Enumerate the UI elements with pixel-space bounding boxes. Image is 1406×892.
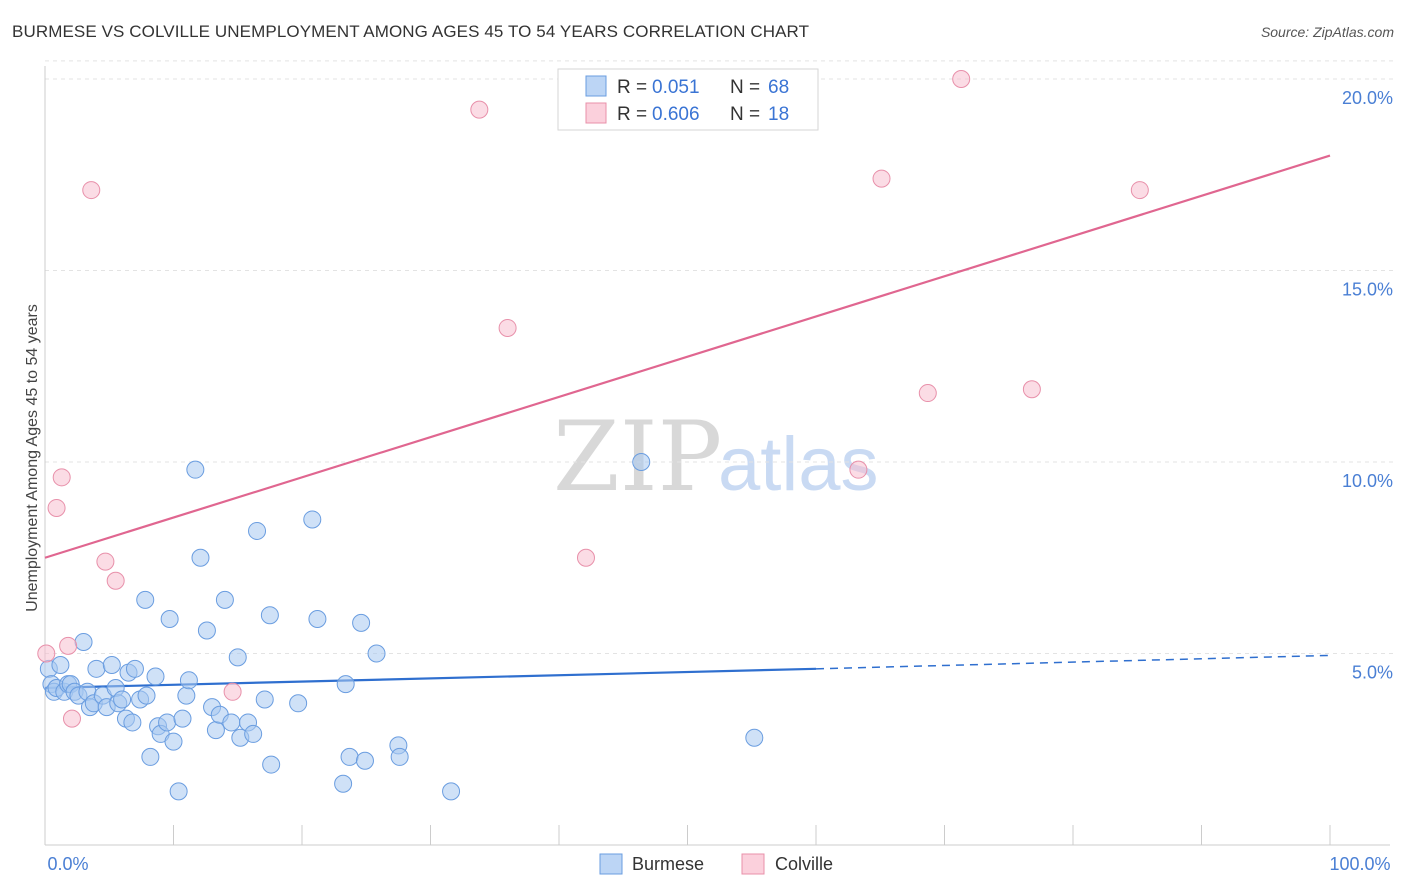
burmese-point bbox=[206, 721, 225, 740]
points-layer bbox=[37, 70, 1149, 801]
burmese-point bbox=[125, 659, 144, 678]
legend-swatch-burmese bbox=[585, 75, 607, 97]
burmese-point bbox=[146, 667, 165, 686]
y-tick-label: 10.0% bbox=[1342, 471, 1393, 491]
x-tick-label-max: 100.0% bbox=[1329, 854, 1390, 874]
y-tick-label: 20.0% bbox=[1342, 88, 1393, 108]
colville-point bbox=[498, 318, 517, 337]
axis-layer: 5.0% 10.0% 15.0% 20.0% bbox=[44, 66, 1393, 846]
burmese-point bbox=[169, 782, 188, 801]
burmese-point bbox=[179, 671, 198, 690]
colville-point bbox=[872, 169, 891, 188]
burmese-point bbox=[255, 690, 274, 709]
burmese-point bbox=[367, 644, 386, 663]
colville-point bbox=[47, 498, 66, 517]
colville-point bbox=[106, 571, 125, 590]
series-legend: Burmese Colville bbox=[599, 853, 833, 875]
colville-point bbox=[82, 181, 101, 200]
legend-n-value-burmese: 68 bbox=[768, 77, 789, 98]
colville-point bbox=[849, 460, 868, 479]
burmese-point bbox=[244, 724, 263, 743]
burmese-point bbox=[160, 610, 179, 629]
colville-point bbox=[37, 644, 56, 663]
trend-line-colville bbox=[44, 154, 1331, 559]
burmese-point bbox=[632, 453, 651, 471]
burmese-point bbox=[186, 460, 205, 479]
correlation-legend: R = 0.051 N = 68 R = 0.606 N = 18 bbox=[557, 68, 819, 131]
colville-point bbox=[918, 384, 937, 403]
legend-r-value-burmese: 0.051 bbox=[652, 77, 700, 98]
burmese-point bbox=[51, 655, 70, 674]
burmese-point bbox=[352, 613, 371, 632]
trend-layer bbox=[44, 154, 1331, 690]
legend-r-label-burmese: R = bbox=[617, 77, 647, 98]
burmese-point bbox=[340, 747, 359, 766]
burmese-point bbox=[123, 713, 142, 732]
y-axis-label: Unemployment Among Ages 45 to 54 years bbox=[24, 304, 41, 612]
y-tick-label: 15.0% bbox=[1342, 280, 1393, 300]
legend-n-value-colville: 18 bbox=[768, 104, 789, 125]
burmese-point bbox=[136, 590, 155, 609]
burmese-point bbox=[334, 774, 353, 793]
colville-point bbox=[96, 552, 115, 571]
source-label: Source: ZipAtlas.com bbox=[1260, 24, 1394, 40]
burmese-point bbox=[248, 521, 267, 540]
colville-point bbox=[576, 548, 595, 567]
colville-point bbox=[470, 100, 489, 119]
burmese-point bbox=[745, 728, 764, 747]
burmese-point bbox=[158, 713, 177, 732]
legend-r-value-colville: 0.606 bbox=[652, 104, 700, 125]
burmese-point bbox=[191, 548, 210, 567]
burmese-point bbox=[262, 755, 281, 774]
bottom-legend-label-burmese: Burmese bbox=[632, 854, 704, 874]
grid-layer bbox=[45, 60, 1395, 654]
burmese-point bbox=[390, 747, 409, 766]
legend-n-label-burmese: N = bbox=[730, 77, 760, 98]
burmese-point bbox=[442, 782, 461, 801]
colville-point bbox=[1130, 181, 1149, 200]
burmese-point bbox=[74, 633, 93, 652]
burmese-point bbox=[197, 621, 216, 640]
burmese-point bbox=[177, 686, 196, 705]
colville-point bbox=[952, 70, 971, 88]
legend-swatch-colville bbox=[585, 102, 607, 124]
colville-point bbox=[1022, 380, 1041, 399]
colville-point bbox=[223, 682, 242, 701]
burmese-point bbox=[336, 675, 355, 694]
burmese-point bbox=[164, 732, 183, 751]
chart-title: BURMESE VS COLVILLE UNEMPLOYMENT AMONG A… bbox=[12, 22, 810, 41]
burmese-point bbox=[137, 686, 156, 705]
bottom-legend-swatch-colville bbox=[741, 853, 765, 875]
y-tick-label: 5.0% bbox=[1352, 663, 1393, 683]
bottom-legend-swatch-burmese bbox=[599, 853, 623, 875]
burmese-point bbox=[173, 709, 192, 728]
burmese-point bbox=[141, 747, 160, 766]
legend-n-label-colville: N = bbox=[730, 104, 760, 125]
burmese-point bbox=[308, 610, 327, 629]
colville-point bbox=[62, 709, 81, 728]
burmese-point bbox=[228, 648, 247, 667]
x-tick-label-min: 0.0% bbox=[47, 854, 88, 874]
trend-line-burmese-projection bbox=[815, 654, 1331, 670]
burmese-point bbox=[289, 694, 308, 713]
burmese-point bbox=[87, 659, 106, 678]
burmese-point bbox=[102, 655, 121, 674]
burmese-point bbox=[355, 751, 374, 770]
burmese-point bbox=[215, 590, 234, 609]
burmese-point bbox=[303, 510, 322, 529]
burmese-point bbox=[113, 690, 132, 709]
burmese-point bbox=[222, 713, 241, 732]
legend-r-label-colville: R = bbox=[617, 104, 647, 125]
colville-point bbox=[59, 636, 78, 655]
burmese-point bbox=[260, 606, 279, 625]
colville-point bbox=[52, 468, 71, 487]
trend-line-burmese bbox=[44, 667, 817, 690]
bottom-legend-label-colville: Colville bbox=[775, 854, 833, 874]
